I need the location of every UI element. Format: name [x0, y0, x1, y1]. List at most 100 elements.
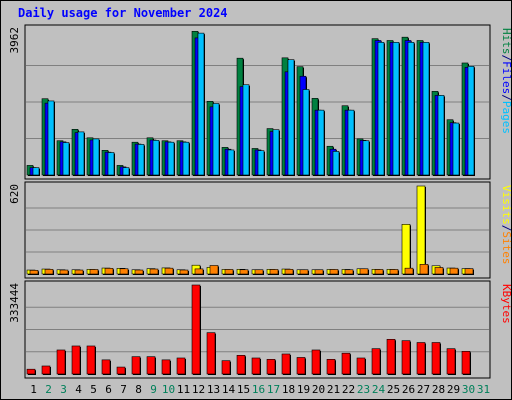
bar-pages-day-11 [182, 141, 190, 176]
day-label-3: 3 [60, 383, 67, 396]
bar-sites-day-23 [359, 268, 369, 275]
y-max-label: 620 [8, 184, 21, 204]
bar-pages-day-1 [32, 167, 40, 176]
bar-pages-day-27 [422, 42, 430, 176]
y-max-label: 333444 [8, 283, 21, 323]
bar-sites-day-28 [434, 267, 444, 275]
day-label-6: 6 [105, 383, 112, 396]
bar-kbytes-day-22 [341, 352, 351, 375]
bar-kbytes-day-15 [236, 355, 246, 375]
bar-pages-day-8 [137, 144, 145, 176]
day-label-8: 8 [135, 383, 142, 396]
bar-pages-day-16 [257, 150, 265, 176]
bar-pages-day-9 [152, 140, 160, 176]
bar-pages-day-26 [407, 42, 415, 176]
bar-kbytes-day-21 [326, 359, 336, 375]
bar-kbytes-day-19 [296, 357, 306, 375]
day-label-24: 24 [372, 383, 386, 396]
bar-kbytes-day-10 [161, 359, 171, 375]
day-label-19: 19 [297, 383, 310, 396]
day-label-5: 5 [90, 383, 97, 396]
bar-kbytes-day-24 [371, 348, 381, 375]
bar-visits-day-27 [416, 185, 426, 275]
bar-kbytes-day-2 [41, 365, 51, 375]
day-label-21: 21 [327, 383, 340, 396]
bar-sites-day-5 [89, 269, 99, 275]
legend-item: / [500, 225, 512, 232]
bar-kbytes-day-13 [206, 332, 216, 375]
bar-sites-day-12 [194, 268, 204, 275]
day-label-9: 9 [150, 383, 157, 396]
day-label-12: 12 [192, 383, 205, 396]
bar-pages-day-14 [227, 149, 235, 176]
bar-pages-day-25 [392, 42, 400, 176]
bar-sites-day-26 [404, 267, 414, 275]
bar-sites-day-21 [329, 269, 339, 275]
day-label-29: 29 [447, 383, 460, 396]
bar-sites-day-16 [254, 269, 264, 275]
day-label-17: 17 [267, 383, 280, 396]
legend-item: Visits [500, 185, 512, 225]
day-label-14: 14 [222, 383, 236, 396]
bar-sites-day-11 [179, 269, 189, 275]
day-label-30: 30 [462, 383, 475, 396]
legend-visits-sites: Visits/Sites [500, 185, 512, 265]
day-label-20: 20 [312, 383, 325, 396]
bar-kbytes-day-27 [416, 342, 426, 375]
day-label-25: 25 [387, 383, 400, 396]
bar-pages-day-5 [92, 138, 100, 176]
y-max-label: 3962 [8, 27, 21, 54]
bar-sites-day-8 [134, 269, 144, 275]
day-label-18: 18 [282, 383, 295, 396]
bar-pages-day-3 [62, 142, 70, 176]
bar-pages-day-18 [287, 59, 295, 176]
bar-sites-day-29 [449, 267, 459, 275]
legend-item: Files [500, 61, 512, 94]
bar-pages-day-19 [302, 89, 310, 176]
bar-sites-day-17 [269, 269, 279, 275]
day-label-10: 10 [162, 383, 175, 396]
bar-kbytes-day-29 [446, 348, 456, 375]
bar-pages-day-15 [242, 84, 250, 176]
bar-sites-day-24 [374, 269, 384, 275]
bar-kbytes-day-14 [221, 360, 231, 375]
bar-kbytes-day-8 [131, 356, 141, 375]
bar-kbytes-day-3 [56, 349, 66, 375]
bar-pages-day-17 [272, 129, 280, 176]
bar-sites-day-15 [239, 269, 249, 275]
bar-kbytes-day-1 [26, 368, 36, 375]
bar-pages-day-7 [122, 167, 130, 176]
bar-pages-day-6 [107, 152, 115, 176]
bar-sites-day-18 [284, 269, 294, 275]
bar-sites-day-27 [419, 264, 429, 275]
bar-pages-day-24 [377, 42, 385, 176]
bar-pages-day-23 [362, 140, 370, 176]
day-label-11: 11 [177, 383, 190, 396]
bar-pages-day-21 [332, 151, 340, 176]
bar-visits-day-26 [401, 224, 411, 275]
bar-sites-day-9 [149, 268, 159, 275]
bar-kbytes-day-4 [71, 345, 81, 375]
bar-kbytes-day-26 [401, 340, 411, 375]
day-label-2: 2 [45, 383, 52, 396]
bar-sites-day-10 [164, 267, 174, 275]
bar-sites-day-25 [389, 269, 399, 275]
bar-sites-day-6 [104, 268, 114, 275]
day-label-16: 16 [252, 383, 265, 396]
bar-pages-day-30 [467, 65, 475, 176]
legend-kbytes: KBytes [500, 284, 512, 324]
bar-sites-day-1 [29, 270, 39, 275]
day-label-4: 4 [75, 383, 82, 396]
bar-kbytes-day-6 [101, 359, 111, 375]
day-label-26: 26 [402, 383, 415, 396]
bar-pages-day-4 [77, 131, 85, 176]
bar-sites-day-20 [314, 269, 324, 275]
bar-kbytes-day-28 [431, 342, 441, 375]
bar-sites-day-14 [224, 269, 234, 275]
day-label-1: 1 [30, 383, 37, 396]
bar-sites-day-30 [464, 268, 474, 275]
legend-item: Pages [500, 101, 512, 134]
bar-sites-day-3 [59, 269, 69, 275]
bar-kbytes-day-20 [311, 349, 321, 375]
